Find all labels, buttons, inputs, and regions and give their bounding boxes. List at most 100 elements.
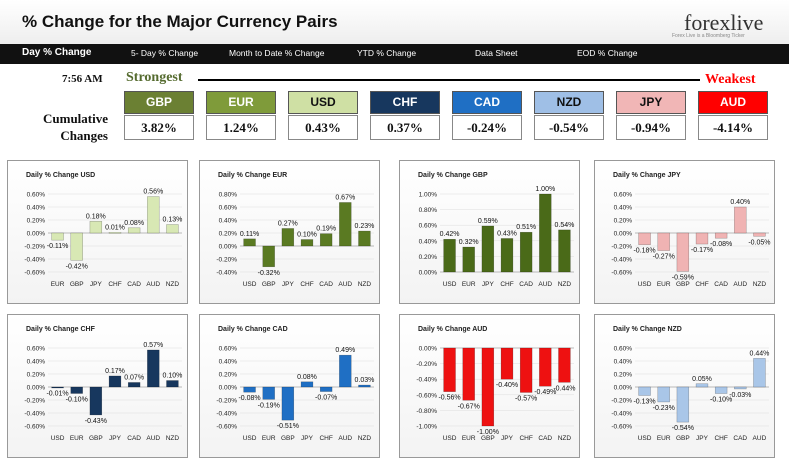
header: % Change for the Major Currency Pairs fo… [0, 0, 789, 44]
x-tick-label: GBP [262, 281, 276, 288]
data-label: -0.42% [66, 263, 88, 270]
data-label: -0.67% [458, 403, 480, 410]
x-tick-label: EUR [70, 435, 84, 442]
chart-title: Daily % Change AUD [418, 326, 487, 333]
y-tick-label: 0.60% [27, 346, 46, 353]
data-label: -0.51% [277, 423, 299, 430]
data-label: 0.67% [335, 194, 355, 201]
nav-5day-change[interactable]: 5- Day % Change [131, 48, 199, 58]
bar-usd [443, 238, 456, 273]
y-tick-label: 0.00% [614, 385, 633, 392]
x-tick-label: EUR [657, 435, 671, 442]
x-tick-label: AUD [338, 281, 352, 288]
bar-eur [51, 232, 64, 241]
bar-cad [319, 233, 333, 247]
data-label: -0.56% [438, 395, 460, 402]
x-tick-label: GBP [676, 281, 690, 288]
cumulative-line1: Cumulative [43, 111, 108, 126]
data-label: -0.57% [515, 395, 537, 402]
x-tick-label: CAD [733, 435, 747, 442]
chart-nzd-panel: Daily % Change NZD 0.60% 0.40% 0.20% 0.00% -0… [594, 314, 775, 458]
y-tick-label: 0.00% [614, 231, 633, 238]
chart-chf: Daily % Change CHF0.60%0.40%0.20%0.00%-0… [24, 326, 182, 442]
y-tick-label: -0.40% [24, 411, 45, 418]
chart-usd: Daily % Change USD0.60%0.40%0.20%0.00%-0… [24, 172, 182, 288]
chart-cad-panel: Daily % Change CAD 0.60% 0.40% 0.20% 0.00% -0… [199, 314, 380, 458]
x-tick-label: CHF [300, 281, 313, 288]
x-tick-label: NZD [358, 281, 372, 288]
bar-aud [753, 358, 766, 388]
bar-chf [695, 232, 709, 245]
x-tick-label: CHF [714, 435, 727, 442]
x-tick-label: AUD [146, 435, 160, 442]
x-tick-label: JPY [696, 435, 709, 442]
x-tick-label: NZD [558, 281, 572, 288]
y-tick-label: 1.00% [419, 192, 438, 199]
nav-data-sheet[interactable]: Data Sheet [475, 48, 518, 58]
y-tick-label: -0.20% [216, 257, 237, 264]
data-label: 1.00% [535, 186, 555, 193]
y-tick-label: -0.40% [216, 411, 237, 418]
chart-title: Daily % Change USD [26, 172, 95, 179]
x-tick-label: JPY [109, 435, 122, 442]
chart-title: Daily % Change NZD [613, 326, 682, 333]
data-label: -1.00% [477, 429, 499, 436]
currency-jpy-label: JPY [616, 91, 686, 114]
data-label: 0.07% [124, 374, 144, 381]
x-tick-label: GBP [676, 435, 690, 442]
y-tick-label: -0.60% [416, 392, 437, 399]
bar-gbp [70, 232, 83, 261]
y-tick-label: 0.20% [419, 254, 438, 261]
data-label: -0.54% [672, 425, 694, 432]
chart-aud-panel: Daily % Change AUD 0.00% -0.20% -0.40% -0.60… [399, 314, 580, 458]
data-label: -0.13% [633, 398, 655, 405]
y-tick-label: 0.60% [219, 346, 238, 353]
bar-jpy [300, 381, 314, 388]
nav-ytd-change[interactable]: YTD % Change [357, 48, 417, 58]
y-tick-label: -0.40% [611, 257, 632, 264]
y-tick-label: -0.40% [216, 270, 237, 277]
y-tick-label: -0.60% [24, 424, 45, 431]
y-tick-label: 0.00% [419, 346, 438, 353]
chart-gbp: Daily % Change GBP1.00%0.80%0.60%0.40%0.… [418, 172, 574, 288]
data-label: 0.56% [143, 189, 163, 196]
y-tick-label: 0.80% [419, 207, 438, 214]
x-tick-label: AUD [338, 435, 352, 442]
bar-eur [262, 386, 275, 400]
data-label: 0.18% [86, 213, 106, 220]
bar-aud [339, 202, 352, 247]
data-label: -0.44% [553, 385, 575, 392]
x-tick-label: CHF [319, 435, 332, 442]
x-tick-label: CAD [519, 281, 533, 288]
data-label: -0.11% [47, 243, 69, 250]
y-tick-label: -0.60% [611, 424, 632, 431]
bar-nzd [166, 224, 179, 234]
y-tick-label: 0.40% [614, 359, 633, 366]
nav-month-to-date-change[interactable]: Month to Date % Change [229, 48, 325, 58]
y-tick-label: 0.00% [419, 270, 438, 277]
nav-eod-change[interactable]: EOD % Change [577, 48, 638, 58]
bar-nzd [753, 232, 766, 237]
data-label: 0.13% [162, 217, 182, 224]
x-tick-label: GBP [89, 435, 103, 442]
cumulative-line2: Changes [60, 128, 108, 143]
y-tick-label: 0.00% [27, 385, 46, 392]
data-label: 0.59% [478, 218, 498, 225]
chart-title: Daily % Change GBP [418, 172, 488, 179]
forexlive-logo[interactable]: forexlive [684, 10, 764, 35]
y-tick-label: -0.20% [24, 398, 45, 405]
x-tick-label: USD [243, 435, 257, 442]
y-tick-label: 0.60% [419, 223, 438, 230]
bar-chf [500, 238, 514, 273]
data-label: -0.43% [85, 418, 107, 425]
x-tick-label: CAD [319, 281, 333, 288]
bar-gbp [281, 386, 295, 421]
bar-aud [339, 354, 352, 388]
x-tick-label: USD [638, 435, 652, 442]
currency-nzd-label: NZD [534, 91, 604, 114]
chart-title: Daily % Change CHF [26, 326, 96, 333]
chart-eur: Daily % Change EUR0.80%0.60%0.40%0.20%0.… [216, 172, 374, 288]
bar-gbp [676, 386, 690, 423]
bar-jpy [89, 221, 103, 234]
nav-day-change[interactable]: Day % Change [22, 47, 92, 58]
